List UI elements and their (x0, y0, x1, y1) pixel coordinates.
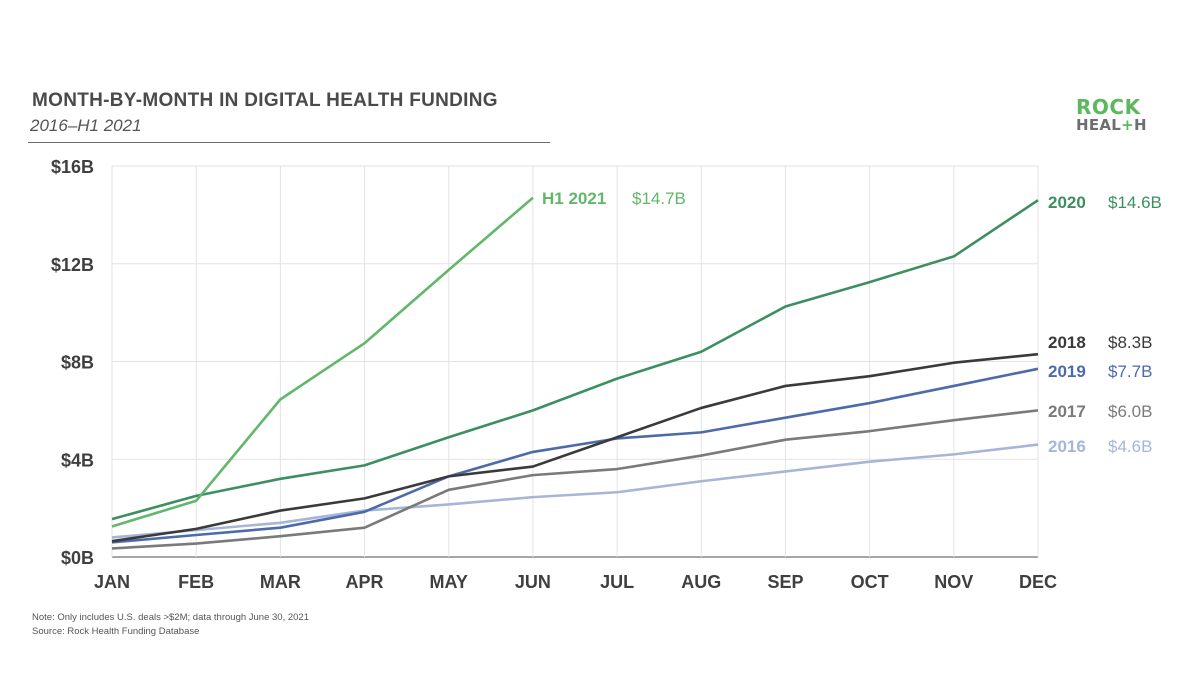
series-line-2017 (111, 409, 1039, 550)
x-tick-label: MAY (430, 572, 468, 592)
chart-title: MONTH-BY-MONTH IN DIGITAL HEALTH FUNDING (32, 90, 498, 111)
gridlines (111, 165, 1039, 558)
series-label-2017: 2017 (1048, 402, 1086, 421)
logo-plus-icon: + (1121, 116, 1135, 134)
logo-text-a: HEAL (1076, 116, 1122, 134)
series-value-2016: $4.6B (1108, 437, 1152, 456)
series-value-2018: $8.3B (1108, 333, 1152, 352)
x-tick-label: FEB (178, 572, 214, 592)
series-label-2020: 2020 (1048, 193, 1086, 212)
series-value-2020: $14.6B (1108, 193, 1162, 212)
series-value-2017: $6.0B (1108, 402, 1152, 421)
series-line-2020 (111, 199, 1039, 521)
title-divider (28, 142, 550, 143)
x-tick-label: OCT (851, 572, 889, 592)
x-axis-ticks: JAN FEB MAR APR MAY JUN JUL AUG SEP OCT NOV DEC (94, 572, 1057, 592)
series-value-2019: $7.7B (1108, 362, 1152, 381)
logo-text-b: H (1134, 116, 1147, 134)
series-label-2019: 2019 (1048, 362, 1086, 381)
x-tick-label: AUG (681, 572, 721, 592)
y-tick-label: $8B (61, 353, 94, 373)
series-line-2018 (111, 352, 1039, 543)
x-tick-label: DEC (1019, 572, 1057, 592)
series-label-2016: 2016 (1048, 437, 1086, 456)
series-labels: 2016 $4.6B 2017 $6.0B 2018 $8.3B 2019 $7.7B 2020… (542, 189, 1162, 456)
x-tick-label: JAN (94, 572, 130, 592)
series-lines (111, 196, 1039, 550)
chart-subtitle: 2016–H1 2021 (30, 116, 142, 135)
rock-health-logo: ROCK HEAL+H (1076, 95, 1147, 134)
logo-line-1: ROCK (1076, 95, 1141, 119)
y-tick-label: $16B (51, 157, 94, 177)
y-tick-label: $12B (51, 255, 94, 275)
y-axis-ticks: $0B $4B $8B $12B $16B (51, 157, 94, 568)
footnote-source: Source: Rock Health Funding Database (32, 626, 200, 637)
x-tick-label: NOV (934, 572, 973, 592)
y-tick-label: $0B (61, 548, 94, 568)
series-line-h1-2021 (111, 196, 534, 528)
series-line-2019 (111, 367, 1039, 544)
footnote: Note: Only includes U.S. deals >$2M; dat… (32, 611, 309, 639)
x-tick-label: SEP (767, 572, 803, 592)
logo-line-2: HEAL+H (1076, 116, 1147, 134)
series-value-h1-2021: $14.7B (632, 189, 686, 208)
x-tick-label: JUL (600, 572, 634, 592)
series-label-h1-2021: H1 2021 (542, 189, 606, 208)
footnote-note: Note: Only includes U.S. deals >$2M; dat… (32, 612, 309, 623)
y-tick-label: $4B (61, 450, 94, 470)
series-line-2016 (111, 443, 1039, 539)
x-tick-label: APR (346, 572, 384, 592)
x-tick-label: JUN (515, 572, 551, 592)
series-label-2018: 2018 (1048, 333, 1086, 352)
x-tick-label: MAR (260, 572, 301, 592)
